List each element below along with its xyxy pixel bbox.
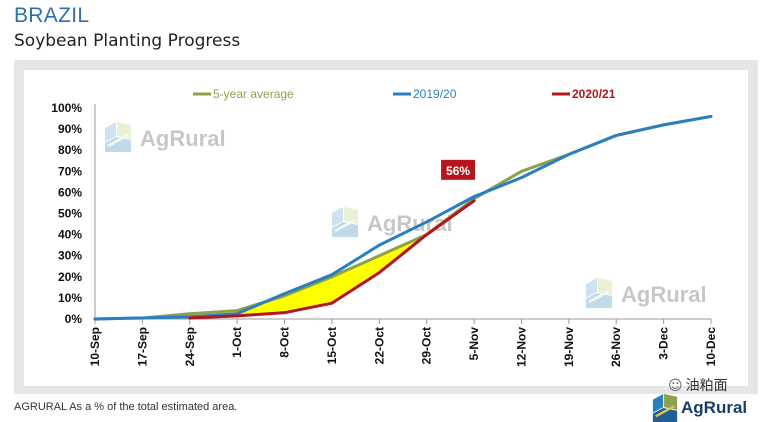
wechat-label: 油粕面 xyxy=(685,378,728,394)
x-tick-label: 29-Oct xyxy=(420,327,434,364)
x-tick-label: 1-Oct xyxy=(230,327,244,358)
value-callout: 56% xyxy=(441,159,476,180)
legend-label: 2019/20 xyxy=(413,87,457,101)
x-tick-label: 19-Nov xyxy=(562,327,576,367)
y-tick-label: 100% xyxy=(51,101,82,115)
x-tick-label: 15-Oct xyxy=(325,327,339,364)
x-tick-label: 24-Sep xyxy=(183,327,197,366)
y-tick-label: 60% xyxy=(58,185,82,199)
wechat-badge: ☺ 油粕面 xyxy=(668,375,728,395)
chart-subtitle: Soybean Planting Progress xyxy=(14,31,241,51)
y-tick-label: 10% xyxy=(58,291,82,305)
y-tick-label: 20% xyxy=(58,270,82,284)
y-tick-label: 40% xyxy=(58,228,82,242)
watermark-logo-2: AgRural xyxy=(330,205,453,239)
agrural-logo-icon xyxy=(652,394,678,422)
callout-box xyxy=(441,159,476,180)
y-axis-ticks: 0% 10% 20% 30% 40% 50% 60% 70% 80% 90% 100% xyxy=(51,101,82,326)
watermark-text-3: AgRural xyxy=(621,282,707,307)
x-tick-label: 3-Dec xyxy=(657,327,671,360)
x-tick-label: 22-Oct xyxy=(372,327,386,364)
y-tick-label: 70% xyxy=(58,164,82,178)
y-tick-label: 50% xyxy=(58,207,82,221)
chart-panel xyxy=(24,70,748,386)
series-lines xyxy=(93,114,713,321)
x-tick-label: 26-Nov xyxy=(609,327,623,367)
callout-label: 56% xyxy=(446,164,470,178)
watermark-logo-1: AgRural xyxy=(103,120,226,154)
x-tick-label: 10-Dec xyxy=(704,327,718,367)
y-tick-label: 0% xyxy=(65,312,83,326)
chart-legend: 5-year average 2019/20 2020/21 xyxy=(193,87,616,101)
legend-label: 5-year average xyxy=(213,87,294,101)
x-tick-label: 5-Nov xyxy=(467,327,481,361)
chart-country-title: BRAZIL xyxy=(14,4,90,27)
x-axis-ticks: 10-Sep 17-Sep 24-Sep 1-Oct 8-Oct 15-Oct 22-Oct… xyxy=(88,319,718,367)
watermark-logo-3: AgRural xyxy=(584,276,707,310)
x-tick-label: 10-Sep xyxy=(88,327,102,366)
gap-fill-area xyxy=(189,198,475,318)
x-tick-label: 12-Nov xyxy=(514,327,528,367)
watermark-text-1: AgRural xyxy=(140,126,226,151)
agrural-logo-text: AgRural xyxy=(681,398,748,417)
source-note: AGRURAL As a % of the total estimated ar… xyxy=(14,401,238,413)
wechat-icon: ☺ xyxy=(668,378,683,394)
y-tick-label: 30% xyxy=(58,249,82,263)
x-tick-label: 17-Sep xyxy=(135,327,149,366)
agrural-logo: AgRural xyxy=(652,394,747,422)
legend-label: 2020/21 xyxy=(572,87,616,101)
y-tick-label: 80% xyxy=(58,143,82,157)
x-tick-label: 8-Oct xyxy=(278,327,292,358)
series-line-2 xyxy=(188,199,476,320)
y-tick-label: 90% xyxy=(58,122,82,136)
